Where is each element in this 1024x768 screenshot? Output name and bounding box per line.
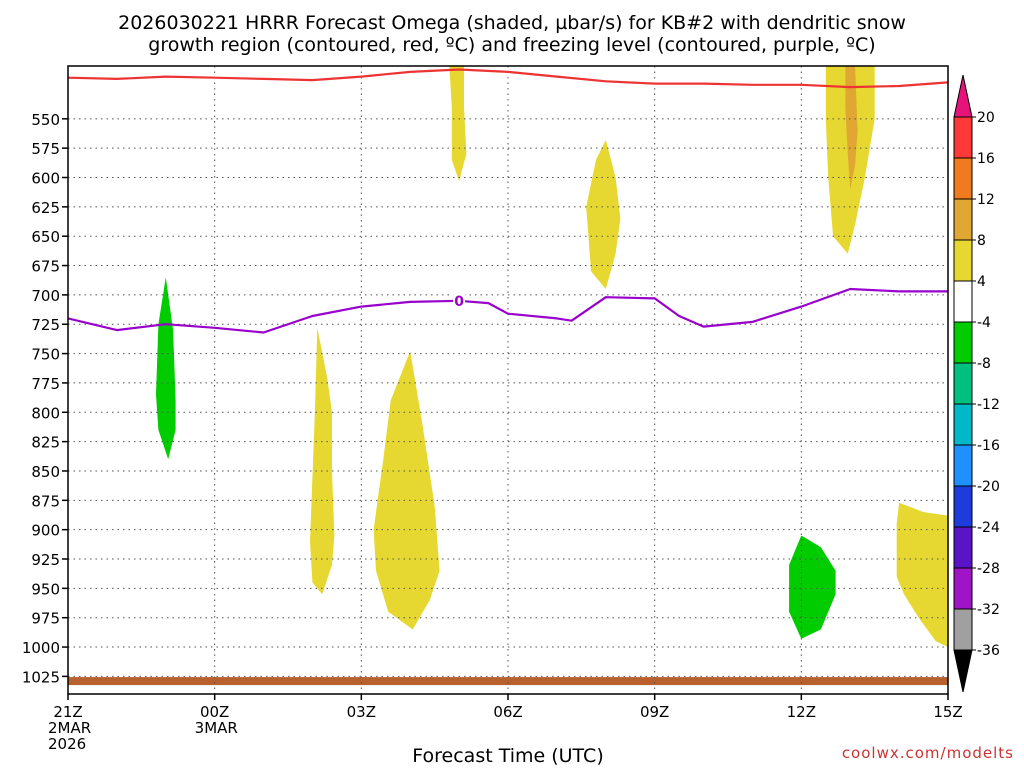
y-tick-label: 650 — [31, 228, 60, 246]
x-tick-label: 09Z — [640, 703, 669, 721]
colorbar-bin — [953, 116, 973, 159]
colorbar-tick-label: -16 — [977, 438, 1000, 454]
y-tick-label: 625 — [31, 199, 60, 217]
y-tick-label: 975 — [31, 610, 60, 628]
colorbar-bin — [953, 321, 973, 364]
contour-line — [68, 287, 948, 334]
colorbar-bin — [953, 403, 973, 446]
x-tick-label: 12Z — [787, 703, 816, 721]
y-tick-label: 925 — [31, 551, 60, 569]
y-tick-label: 550 — [31, 111, 60, 129]
terrain-band — [68, 677, 948, 686]
omega-shaded-region — [156, 277, 176, 460]
chart-title-line: growth region (contoured, red, ºC) and f… — [148, 34, 875, 56]
colorbar-tick-label: -4 — [977, 315, 991, 331]
omega-shaded-region — [845, 66, 858, 190]
omega-shaded-region — [789, 535, 836, 639]
colorbar-bin — [953, 526, 973, 569]
y-tick-label: 850 — [31, 463, 60, 481]
colorbar-tick-label: 20 — [977, 110, 995, 126]
colorbar-tick-label: -24 — [977, 520, 1000, 536]
y-tick-label: 775 — [31, 375, 60, 393]
colorbar-bin — [953, 485, 973, 528]
colorbar-tick-label: -8 — [977, 356, 991, 372]
colorbar-tick-label: 12 — [977, 192, 995, 208]
colorbar-under-arrow — [953, 649, 973, 693]
colorbar-bin — [953, 239, 973, 282]
contour-label-bg — [453, 292, 466, 309]
colorbar-bin — [953, 567, 973, 610]
omega-shaded-region — [449, 66, 467, 181]
chart-title-line: 2026030221 HRRR Forecast Omega (shaded, … — [118, 12, 906, 34]
credit-text: coolwx.com/modelts — [842, 744, 1014, 762]
x-tick-date-label: 3MAR — [195, 719, 238, 737]
y-tick-label: 1000 — [22, 639, 60, 657]
y-tick-label: 700 — [31, 287, 60, 305]
y-tick-label: 950 — [31, 580, 60, 598]
x-tick-label: 21Z — [53, 703, 82, 721]
y-tick-label: 800 — [31, 404, 60, 422]
colorbar-tick-label: -20 — [977, 479, 1000, 495]
omega-shaded-region — [586, 140, 621, 289]
colorbar-bin — [953, 608, 973, 651]
colorbar-tick-label: 4 — [977, 274, 986, 290]
y-tick-label: 675 — [31, 258, 60, 276]
contour-line — [68, 68, 948, 89]
colorbar-tick-label: 16 — [977, 151, 995, 167]
x-tick-date-label: 2MAR — [48, 719, 91, 737]
colorbar-bin — [953, 157, 973, 200]
omega-shaded-region — [310, 327, 335, 595]
y-tick-label: 725 — [31, 316, 60, 334]
y-tick-label: 1025 — [22, 668, 60, 686]
colorbar-tick-label: -12 — [977, 397, 1000, 413]
x-tick-date-label: 2026 — [48, 735, 86, 753]
y-tick-label: 600 — [31, 170, 60, 188]
y-tick-label: 900 — [31, 522, 60, 540]
x-tick-label: 00Z — [200, 703, 229, 721]
colorbar-tick-label: 8 — [977, 233, 986, 249]
y-tick-label: 825 — [31, 434, 60, 452]
x-tick-label: 03Z — [347, 703, 376, 721]
y-tick-label: 750 — [31, 346, 60, 364]
omega-shaded-region — [373, 351, 440, 630]
colorbar-bin — [953, 444, 973, 487]
x-axis-title: Forecast Time (UTC) — [412, 745, 603, 767]
x-tick-label: 15Z — [933, 703, 962, 721]
colorbar-bin — [953, 280, 973, 323]
colorbar-tick-label: -32 — [977, 602, 1000, 618]
x-tick-label: 06Z — [493, 703, 522, 721]
colorbar-tick-label: -36 — [977, 643, 1000, 659]
y-tick-label: 575 — [31, 140, 60, 158]
colorbar-tick-label: -28 — [977, 561, 1000, 577]
colorbar-bin — [953, 198, 973, 241]
colorbar-bin — [953, 362, 973, 405]
y-tick-label: 875 — [31, 492, 60, 510]
colorbar-over-arrow — [953, 74, 973, 118]
omega-shaded-region — [896, 502, 948, 647]
contour-label: 0 — [454, 294, 464, 310]
